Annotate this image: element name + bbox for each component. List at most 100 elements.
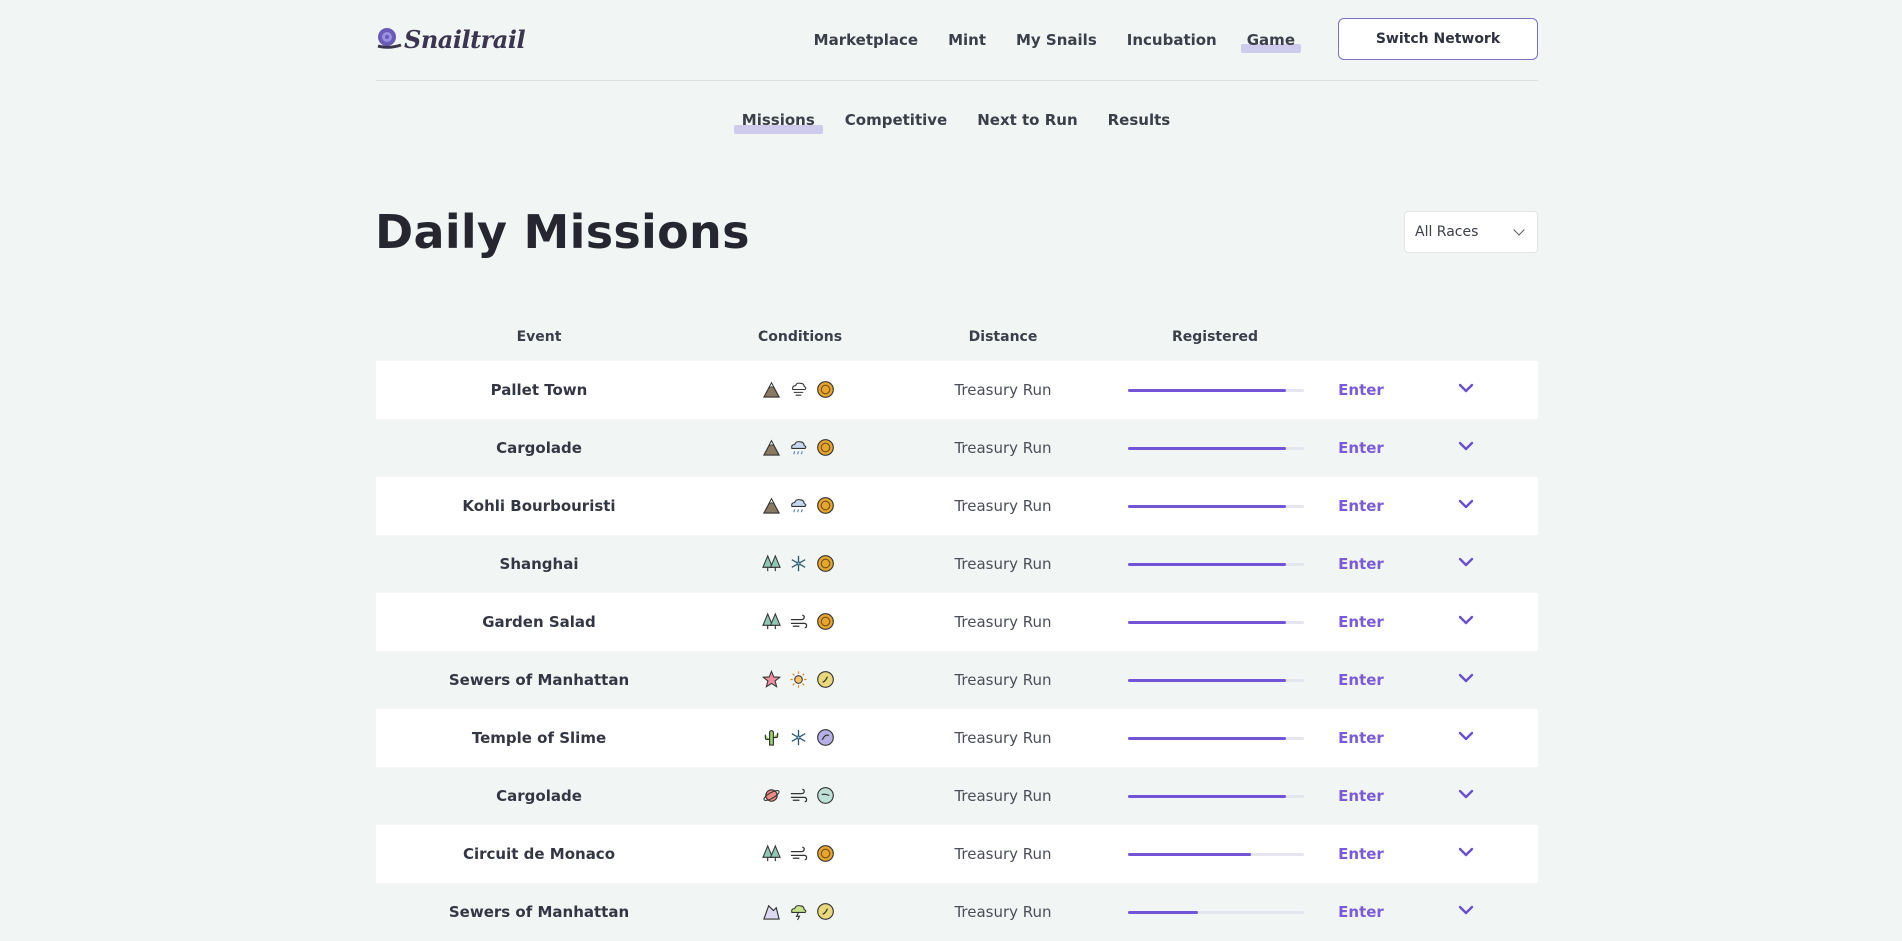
distance: Treasury Run bbox=[954, 787, 1052, 805]
registered-progress-fill bbox=[1128, 505, 1287, 508]
active-highlight bbox=[733, 125, 823, 134]
starfish-icon bbox=[762, 670, 781, 689]
enter-button[interactable]: Enter bbox=[1338, 613, 1384, 631]
game-subnav: Missions Competitive Next to Run Results bbox=[374, 111, 1538, 134]
wind-icon bbox=[789, 844, 808, 863]
table-row: Cargolade Treasury Run Enter bbox=[376, 419, 1538, 477]
enter-button[interactable]: Enter bbox=[1338, 497, 1384, 515]
registered-progress-bar bbox=[1128, 447, 1304, 450]
chevron-down-icon[interactable] bbox=[1457, 555, 1475, 569]
distance: Treasury Run bbox=[954, 671, 1052, 689]
snowflake-icon bbox=[789, 728, 808, 747]
snowflake-icon bbox=[789, 554, 808, 573]
wind-icon bbox=[789, 786, 808, 805]
rock-icon bbox=[762, 902, 781, 921]
chevron-down-icon[interactable] bbox=[1457, 903, 1475, 917]
registered-progress-bar bbox=[1128, 563, 1304, 566]
distance: Treasury Run bbox=[954, 903, 1052, 921]
nav-game[interactable]: Game bbox=[1232, 31, 1310, 53]
chevron-down-icon[interactable] bbox=[1457, 671, 1475, 685]
enter-button[interactable]: Enter bbox=[1338, 903, 1384, 921]
rain-cloud-icon bbox=[789, 496, 808, 515]
conditions bbox=[762, 670, 835, 689]
table-row: Pallet Town Treasury Run Enter bbox=[376, 361, 1538, 419]
column-conditions: Conditions bbox=[757, 329, 843, 345]
registered-progress-bar bbox=[1128, 505, 1304, 508]
table-row: Garden Salad Treasury Run Enter bbox=[376, 593, 1538, 651]
forest-icon bbox=[762, 844, 781, 863]
distance: Treasury Run bbox=[954, 497, 1052, 515]
enter-button[interactable]: Enter bbox=[1338, 845, 1384, 863]
gold-medal-icon bbox=[816, 438, 835, 457]
chevron-down-icon[interactable] bbox=[1457, 787, 1475, 801]
top-header: Snailtrail Marketplace Mint My Snails In… bbox=[376, 0, 1538, 81]
registered-progress-bar bbox=[1128, 621, 1304, 624]
chevron-down-icon[interactable] bbox=[1457, 497, 1475, 511]
conditions bbox=[762, 728, 835, 747]
registered-progress-fill bbox=[1128, 737, 1287, 740]
enter-button[interactable]: Enter bbox=[1338, 555, 1384, 573]
conditions bbox=[762, 438, 835, 457]
distance: Treasury Run bbox=[954, 439, 1052, 457]
nav-incubation[interactable]: Incubation bbox=[1126, 31, 1217, 49]
event-name: Temple of Slime bbox=[471, 729, 607, 747]
conditions bbox=[762, 554, 835, 573]
tab-next-to-run[interactable]: Next to Run bbox=[977, 111, 1078, 129]
gold-medal-icon bbox=[816, 380, 835, 399]
forest-icon bbox=[762, 554, 781, 573]
logo[interactable]: Snailtrail bbox=[376, 19, 526, 59]
race-filter-select[interactable]: All Races bbox=[1404, 211, 1538, 253]
event-name: Garden Salad bbox=[482, 613, 596, 631]
enter-button[interactable]: Enter bbox=[1338, 671, 1384, 689]
event-name: Pallet Town bbox=[490, 381, 588, 399]
chevron-down-icon[interactable] bbox=[1457, 381, 1475, 395]
nav-marketplace[interactable]: Marketplace bbox=[813, 31, 919, 49]
event-name: Sewers of Manhattan bbox=[448, 671, 630, 689]
wind-cloud-icon bbox=[789, 380, 808, 399]
page-title: Daily Missions bbox=[375, 205, 750, 259]
main-nav: Marketplace Mint My Snails Incubation Ga… bbox=[799, 31, 1310, 53]
registered-progress-fill bbox=[1128, 795, 1287, 798]
tab-missions[interactable]: Missions bbox=[727, 111, 830, 134]
chevron-down-icon[interactable] bbox=[1457, 729, 1475, 743]
race-filter-value: All Races bbox=[1415, 224, 1479, 240]
tab-results[interactable]: Results bbox=[1107, 111, 1171, 129]
wind-icon bbox=[789, 612, 808, 631]
chevron-down-icon[interactable] bbox=[1457, 845, 1475, 859]
enter-button[interactable]: Enter bbox=[1338, 787, 1384, 805]
tab-competitive[interactable]: Competitive bbox=[844, 111, 948, 129]
nav-my-snails[interactable]: My Snails bbox=[1016, 31, 1097, 49]
event-name: Shanghai bbox=[499, 555, 579, 573]
forest-icon bbox=[762, 612, 781, 631]
enter-button[interactable]: Enter bbox=[1338, 381, 1384, 399]
registered-progress-fill bbox=[1128, 679, 1287, 682]
event-name: Cargolade bbox=[496, 439, 582, 457]
chevron-down-icon bbox=[1513, 224, 1525, 236]
table-row: Sewers of Manhattan Treasury Run Enter bbox=[376, 651, 1538, 709]
conditions bbox=[762, 612, 835, 631]
chevron-down-icon[interactable] bbox=[1457, 439, 1475, 453]
mountain-icon bbox=[762, 380, 781, 399]
registered-progress-bar bbox=[1128, 737, 1304, 740]
sun-icon bbox=[789, 670, 808, 689]
registered-progress-fill bbox=[1128, 853, 1252, 856]
logo-text: Snailtrail bbox=[404, 24, 526, 54]
distance: Treasury Run bbox=[954, 729, 1052, 747]
distance: Treasury Run bbox=[954, 381, 1052, 399]
chevron-down-icon[interactable] bbox=[1457, 613, 1475, 627]
table-row: Shanghai Treasury Run Enter bbox=[376, 535, 1538, 593]
nav-mint[interactable]: Mint bbox=[948, 31, 986, 49]
registered-progress-bar bbox=[1128, 679, 1304, 682]
table-header: Event Conditions Distance Registered bbox=[376, 313, 1538, 361]
gold-medal-icon bbox=[816, 554, 835, 573]
conditions bbox=[762, 380, 835, 399]
registered-progress-bar bbox=[1128, 911, 1304, 914]
title-row: Daily Missions All Races bbox=[375, 199, 1538, 309]
table-row: Kohli Bourbouristi Treasury Run Enter bbox=[376, 477, 1538, 535]
enter-button[interactable]: Enter bbox=[1338, 439, 1384, 457]
gold-medal-icon bbox=[816, 612, 835, 631]
mountain-icon bbox=[762, 496, 781, 515]
enter-button[interactable]: Enter bbox=[1338, 729, 1384, 747]
conditions bbox=[762, 496, 835, 515]
switch-network-button[interactable]: Switch Network bbox=[1338, 18, 1538, 60]
